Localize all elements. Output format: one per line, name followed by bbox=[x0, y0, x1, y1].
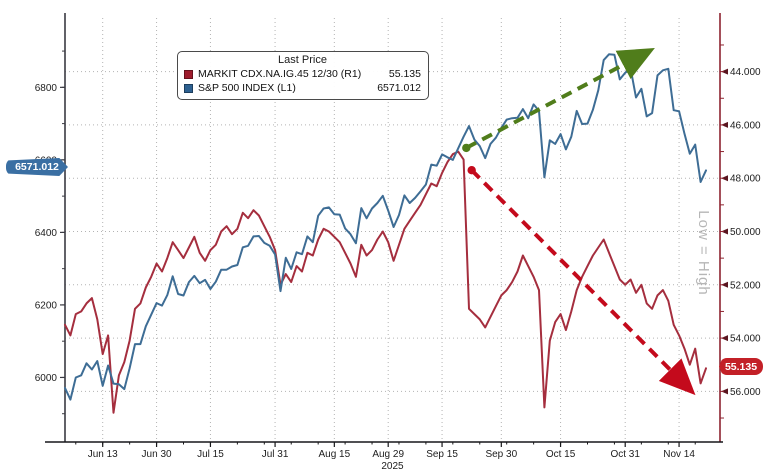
cdx-last-price-badge: 55.135 bbox=[719, 358, 763, 375]
right-axis-tick-label: 48.000 bbox=[730, 174, 761, 185]
x-axis-tick-label: Jul 15 bbox=[197, 449, 224, 460]
x-axis-tick-label: Oct 31 bbox=[610, 449, 640, 460]
x-axis-tick-label: Jun 30 bbox=[142, 449, 172, 460]
x-axis-tick-label: Jul 31 bbox=[262, 449, 289, 460]
legend-row-cdx: MARKIT CDX.NA.IG.45 12/30 (R1) 55.135 bbox=[184, 67, 421, 81]
left-axis-tick-label: 6400 bbox=[35, 228, 58, 239]
sp500-line-series bbox=[64, 53, 707, 401]
x-axis-tick-label: Sep 30 bbox=[485, 449, 517, 460]
left-axis-tick-label: 6800 bbox=[35, 83, 58, 94]
right-axis-tick-marker-icon bbox=[721, 281, 728, 288]
right-axis-tick-marker-icon bbox=[721, 335, 728, 342]
legend-row-sp500: S&P 500 INDEX (L1) 6571.012 bbox=[184, 81, 421, 95]
left-axis-tick-label: 6000 bbox=[35, 373, 58, 384]
right-axis-tick-label: 52.000 bbox=[730, 280, 761, 291]
x-axis-tick-label: Nov 14 bbox=[663, 449, 695, 460]
right-axis-tick-label: 44.000 bbox=[730, 67, 761, 78]
cdx-line-series bbox=[64, 150, 707, 414]
red-downtrend-arrow bbox=[470, 168, 696, 396]
x-axis-tick-label: Aug 15 bbox=[318, 449, 350, 460]
right-axis-tick-label: 56.000 bbox=[730, 387, 761, 398]
right-axis-tick-marker-icon bbox=[721, 121, 728, 128]
chart-legend: Last Price MARKIT CDX.NA.IG.45 12/30 (R1… bbox=[177, 51, 429, 100]
legend-title: Last Price bbox=[278, 54, 327, 66]
right-axis-tick-marker-icon bbox=[721, 175, 728, 182]
sp500-last-price-badge: 6571.012 bbox=[6, 158, 68, 176]
legend-value-cdx: 55.135 bbox=[388, 68, 421, 80]
right-axis-tick-marker-icon bbox=[721, 228, 728, 235]
cdx-series-swatch-icon bbox=[184, 69, 193, 79]
x-axis-tick-label: Oct 15 bbox=[546, 449, 576, 460]
legend-label-sp500: S&P 500 INDEX (L1) bbox=[198, 82, 296, 94]
right-axis-tick-label: 46.000 bbox=[730, 120, 761, 131]
x-axis-tick-label: Sep 15 bbox=[426, 449, 458, 460]
x-axis-tick-label: Jun 13 bbox=[88, 449, 118, 460]
right-axis-tick-label: 54.000 bbox=[730, 334, 761, 345]
legend-label-cdx: MARKIT CDX.NA.IG.45 12/30 (R1) bbox=[198, 68, 362, 80]
x-axis-tick-label: Aug 29 bbox=[372, 449, 404, 460]
legend-value-sp500: 6571.012 bbox=[377, 82, 421, 94]
sp500-series-swatch-icon bbox=[184, 83, 193, 93]
right-axis-tick-marker-icon bbox=[721, 68, 728, 75]
x-axis-year-label: 2025 bbox=[381, 461, 404, 471]
right-axis-inverted-watermark: Low = High bbox=[695, 210, 712, 296]
left-axis-tick-label: 6200 bbox=[35, 300, 58, 311]
right-axis-tick-label: 50.000 bbox=[730, 227, 761, 238]
green-uptrend-arrow bbox=[465, 48, 655, 150]
right-axis-tick-marker-icon bbox=[721, 388, 728, 395]
